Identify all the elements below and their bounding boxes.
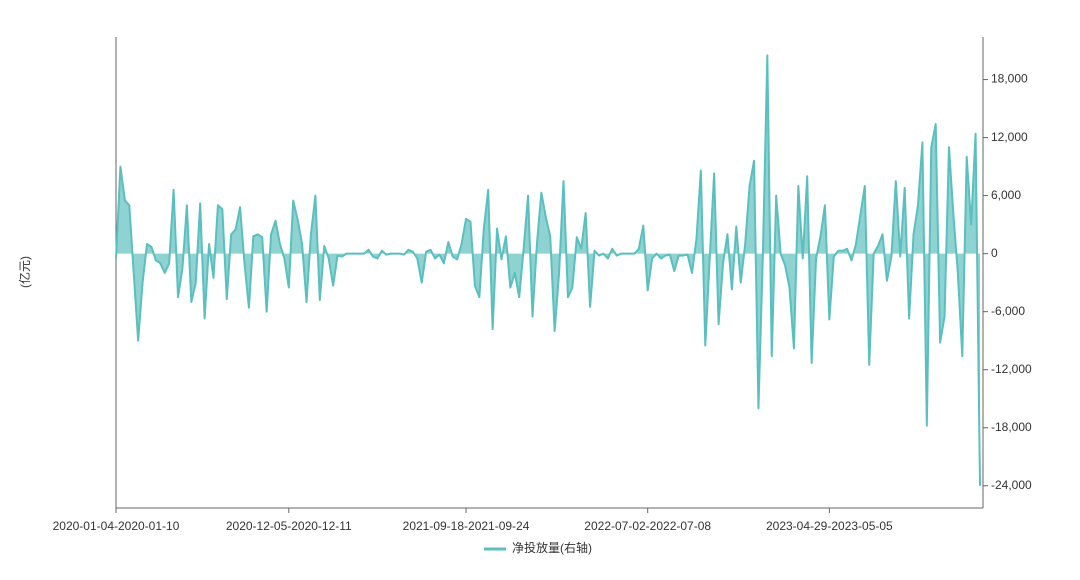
y2-tick-label: -18,000 <box>991 420 1032 434</box>
x-tick-label: 2022-07-02-2022-07-08 <box>584 519 711 533</box>
x-tick-label: 2021-09-18-2021-09-24 <box>403 519 530 533</box>
y2-tick-label: -24,000 <box>991 478 1032 492</box>
y2-tick-label: 12,000 <box>991 130 1028 144</box>
y-axis-label: (亿元) <box>17 256 32 288</box>
y2-tick-label: 0 <box>991 246 998 260</box>
y2-tick-label: 18,000 <box>991 72 1028 86</box>
y2-tick-label: -6,000 <box>991 304 1025 318</box>
y2-tick-label: 6,000 <box>991 188 1021 202</box>
legend-label: 净投放量(右轴) <box>512 540 592 555</box>
x-tick-label: 2023-04-29-2023-05-05 <box>766 519 893 533</box>
x-tick-label: 2020-01-04-2020-01-10 <box>53 519 180 533</box>
x-tick-label: 2020-12-05-2020-12-11 <box>226 519 352 533</box>
line <box>115 54 981 486</box>
y2-tick-label: -12,000 <box>991 362 1032 376</box>
